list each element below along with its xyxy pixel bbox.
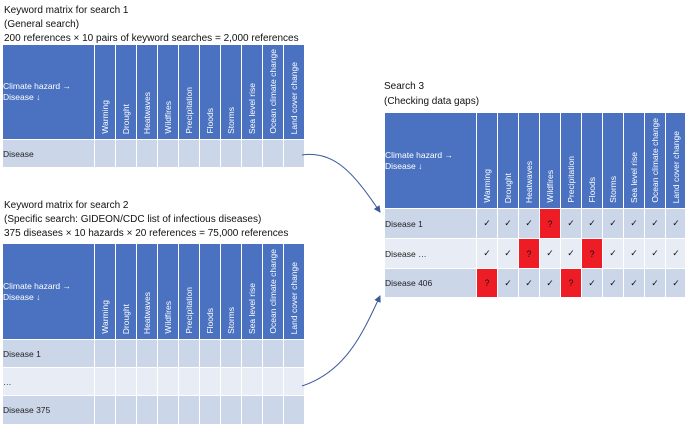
search2-matrix-cell (157, 395, 179, 425)
search2-corner-header: Climate hazard → Disease ↓ (2, 243, 95, 340)
search1-corner-line2: Disease ↓ (3, 92, 41, 102)
search2-matrix-cell (241, 367, 263, 396)
search1-formula: 200 references × 10 pairs of keyword sea… (4, 33, 299, 44)
search2-hazard-header: Drought (115, 243, 137, 340)
search2-row-label: … (2, 367, 95, 396)
search2-subtitle: (Specific search: GIDEON/CDC list of inf… (4, 214, 262, 225)
search1-hazard-header: Ocean climate change (262, 44, 284, 140)
search3-hazard-header: Sea level rise (623, 112, 645, 209)
search2-row-label: Disease 1 (2, 339, 95, 368)
search2-matrix-cell (178, 339, 200, 368)
search2-title: Keyword matrix for search 2 (4, 200, 129, 211)
check-mark-cell: ✓ (623, 208, 645, 239)
search3-corner-line2: Disease ↓ (385, 160, 423, 171)
check-mark-cell: ✓ (602, 268, 624, 298)
search2-matrix-cell (178, 367, 200, 396)
search1-subtitle: (General search) (4, 19, 80, 30)
search2-matrix-cell (94, 367, 116, 396)
check-mark-cell: ✓ (476, 208, 498, 239)
search1-hazard-header: Heatwaves (136, 44, 158, 140)
search2-matrix-cell (136, 339, 158, 368)
data-gap-cell: ? (581, 238, 603, 269)
search3-hazard-header: Ocean climate change (644, 112, 666, 209)
check-mark-cell: ✓ (623, 238, 645, 269)
data-gap-cell: ? (476, 268, 498, 298)
search2-matrix-cell (178, 395, 200, 425)
search2-formula: 375 diseases × 10 hazards × 20 reference… (4, 228, 289, 239)
search2-corner-line2: Disease ↓ (3, 291, 41, 302)
search3-hazard-header: Heatwaves (518, 112, 540, 209)
check-mark-cell: ✓ (539, 268, 561, 298)
table-row: Disease 1 (2, 339, 305, 368)
search1-matrix-cell (157, 139, 179, 168)
check-mark-cell: ✓ (518, 268, 540, 298)
table-row: Disease 406? ✓ ✓ ✓? ✓ ✓ ✓ ✓ ✓ (384, 268, 685, 298)
table-row: Disease 375 (2, 395, 305, 425)
search2-row-label: Disease 375 (2, 395, 95, 425)
check-mark-cell: ✓ (644, 238, 666, 269)
search3-hazard-header: Drought (497, 112, 519, 209)
search3-subtitle: (Checking data gaps) (384, 96, 480, 107)
search1-matrix-cell (136, 139, 158, 168)
check-mark-cell: ✓ (665, 268, 685, 298)
search1-title: Keyword matrix for search 1 (4, 5, 129, 16)
check-mark-cell: ✓ (581, 208, 603, 239)
search3-corner-header: Climate hazard → Disease ↓ (384, 112, 477, 209)
search3-matrix: Climate hazard → Disease ↓ Warming Drough… (384, 112, 685, 298)
check-mark-cell: ✓ (602, 208, 624, 239)
search3-hazard-header: Land cover change (665, 112, 685, 209)
search2-hazard-header: Floods (199, 243, 221, 340)
search1-hazard-header: Wildfires (157, 44, 179, 140)
search2-hazard-header: Land cover change (283, 243, 305, 340)
arrow-search2-to-search3 (301, 295, 381, 387)
search2-matrix-cell (115, 367, 137, 396)
search3-hazard-header: Storms (602, 112, 624, 209)
search2-matrix-cell (220, 339, 242, 368)
search3-title: Search 3 (384, 81, 425, 92)
search2-matrix-cell (241, 339, 263, 368)
table-row: Disease (2, 139, 305, 168)
check-mark-cell: ✓ (644, 208, 666, 239)
search2-hazard-header: Heatwaves (136, 243, 158, 340)
search3-corner-line1: Climate hazard → (385, 149, 454, 160)
search2-hazard-header: Wildfires (157, 243, 179, 340)
search1-hazard-header: Drought (115, 44, 137, 140)
search1-hazard-header: Storms (220, 44, 242, 140)
search1-row-label: Disease (2, 139, 95, 168)
search3-hazard-header: Precipitation (560, 112, 582, 209)
search2-matrix-cell (220, 367, 242, 396)
search1-matrix-cell (283, 139, 305, 168)
search3-row-label: Disease 406 (384, 268, 477, 298)
search2-hazard-header: Storms (220, 243, 242, 340)
search2-matrix-cell (157, 367, 179, 396)
search2-matrix-cell (283, 339, 305, 368)
search1-corner-header: Climate hazard → Disease ↓ (2, 44, 95, 140)
search1-hazard-header: Floods (199, 44, 221, 140)
check-mark-cell: ✓ (560, 238, 582, 269)
data-gap-cell: ? (560, 268, 582, 298)
table-row: … (2, 367, 305, 396)
check-mark-cell: ✓ (497, 268, 519, 298)
table-row: Disease … ✓ ✓? ✓ ✓? ✓ ✓ ✓ ✓ (384, 238, 685, 269)
arrow-search1-to-search3 (301, 153, 381, 213)
search2-matrix-cell (283, 395, 305, 425)
search2-matrix-cell (136, 395, 158, 425)
search1-corner-line1: Climate hazard → (3, 81, 72, 91)
search3-row-label: Disease 1 (384, 208, 477, 239)
check-mark-cell: ✓ (623, 268, 645, 298)
search2-hazard-header: Precipitation (178, 243, 200, 340)
search1-hazard-header: Land cover change (283, 44, 305, 140)
search2-matrix: Climate hazard → Disease ↓ Warming Drough… (2, 243, 305, 425)
search1-matrix: Climate hazard → Disease ↓ Warming Drough… (2, 44, 305, 168)
check-mark-cell: ✓ (665, 208, 685, 239)
search2-corner-line1: Climate hazard → (3, 280, 72, 291)
check-mark-cell: ✓ (644, 268, 666, 298)
search2-matrix-cell (136, 367, 158, 396)
search1-hazard-header: Precipitation (178, 44, 200, 140)
search2-matrix-cell (241, 395, 263, 425)
search1-hazard-header: Sea level rise (241, 44, 263, 140)
search2-matrix-cell (262, 395, 284, 425)
